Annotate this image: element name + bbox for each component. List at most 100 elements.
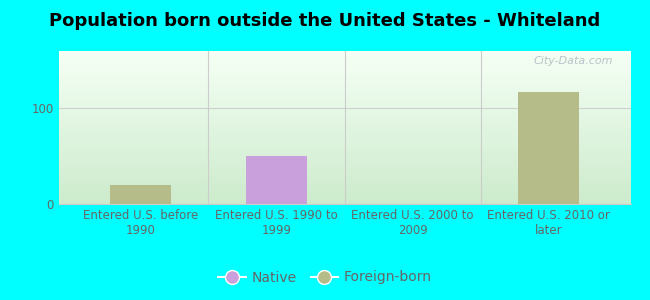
Bar	[58, 191, 630, 192]
Bar	[58, 150, 630, 151]
Bar	[58, 101, 630, 102]
Bar	[58, 60, 630, 61]
Bar	[246, 156, 307, 204]
Bar	[110, 185, 171, 204]
Text: City-Data.com: City-Data.com	[534, 56, 614, 66]
Bar	[58, 109, 630, 110]
Bar	[58, 80, 630, 81]
Bar	[58, 136, 630, 137]
Bar	[58, 79, 630, 80]
Bar	[58, 143, 630, 144]
Bar	[58, 111, 630, 112]
Bar	[58, 164, 630, 165]
Bar	[58, 129, 630, 130]
Bar	[58, 69, 630, 70]
Bar	[58, 155, 630, 156]
Bar	[58, 172, 630, 173]
Bar	[58, 117, 630, 118]
Bar	[58, 87, 630, 88]
Bar	[58, 202, 630, 203]
Bar	[58, 70, 630, 71]
Bar	[58, 152, 630, 153]
Bar	[58, 68, 630, 69]
Bar	[58, 200, 630, 201]
Bar	[58, 78, 630, 79]
Bar	[58, 197, 630, 198]
Bar	[58, 57, 630, 58]
Bar	[58, 156, 630, 157]
Bar	[58, 174, 630, 175]
Bar	[58, 58, 630, 59]
Bar	[58, 169, 630, 170]
Bar	[58, 173, 630, 174]
Bar	[58, 72, 630, 73]
Bar	[58, 65, 630, 66]
Bar	[58, 73, 630, 74]
Bar	[58, 177, 630, 178]
Bar	[58, 115, 630, 116]
Bar	[58, 153, 630, 154]
Bar	[58, 93, 630, 94]
Bar	[58, 96, 630, 97]
Bar	[58, 163, 630, 164]
Bar	[58, 181, 630, 182]
Bar	[58, 201, 630, 202]
Bar	[58, 190, 630, 191]
Bar	[58, 141, 630, 142]
Bar	[58, 81, 630, 82]
Bar	[58, 123, 630, 124]
Bar	[58, 196, 630, 197]
Bar	[58, 53, 630, 54]
Bar	[58, 104, 630, 105]
Bar	[58, 85, 630, 86]
Bar	[58, 131, 630, 132]
Bar	[58, 82, 630, 83]
Bar	[58, 147, 630, 148]
Bar	[58, 110, 630, 111]
Bar	[58, 178, 630, 179]
Bar	[58, 135, 630, 136]
Bar	[58, 61, 630, 62]
Bar	[58, 194, 630, 195]
Bar	[58, 126, 630, 127]
Bar	[58, 132, 630, 133]
Bar	[58, 161, 630, 162]
Bar	[58, 203, 630, 204]
Bar	[58, 198, 630, 199]
Bar	[58, 133, 630, 134]
Bar	[58, 116, 630, 117]
Bar	[58, 89, 630, 90]
Bar	[58, 139, 630, 140]
Bar	[58, 112, 630, 113]
Bar	[58, 202, 630, 203]
Bar	[58, 140, 630, 141]
Bar	[58, 187, 630, 188]
Bar	[58, 102, 630, 103]
Bar	[58, 186, 630, 187]
Bar	[58, 180, 630, 181]
Bar	[58, 114, 630, 115]
Bar	[58, 71, 630, 72]
Bar	[58, 75, 630, 76]
Bar	[58, 171, 630, 172]
Bar	[58, 166, 630, 167]
Bar	[58, 124, 630, 125]
Bar	[58, 185, 630, 186]
Bar	[58, 199, 630, 200]
Bar	[58, 144, 630, 145]
Bar	[58, 158, 630, 159]
Text: Population born outside the United States - Whiteland: Population born outside the United State…	[49, 12, 601, 30]
Bar	[58, 90, 630, 91]
Bar	[58, 149, 630, 150]
Bar	[58, 118, 630, 119]
Bar	[58, 167, 630, 168]
Bar	[58, 94, 630, 95]
Bar	[58, 138, 630, 139]
Bar	[58, 146, 630, 147]
Bar	[58, 86, 630, 87]
Bar	[58, 74, 630, 75]
Bar	[58, 62, 630, 63]
Bar	[58, 100, 630, 101]
Bar	[58, 92, 630, 93]
Bar	[58, 162, 630, 163]
